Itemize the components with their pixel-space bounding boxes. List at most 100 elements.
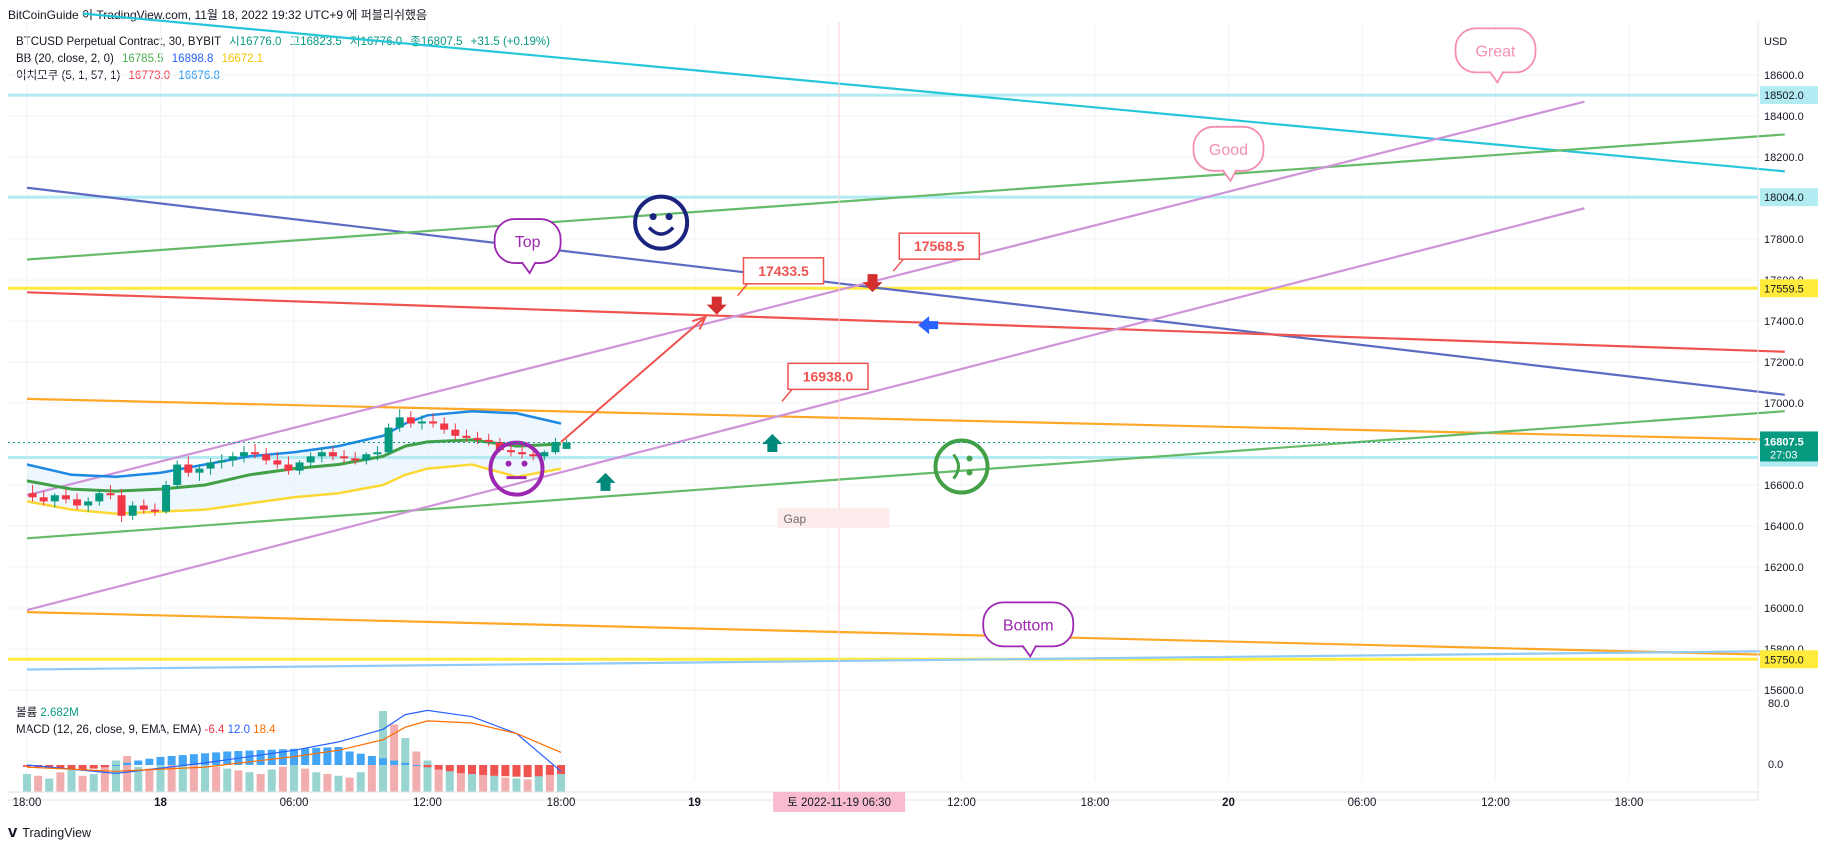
up-arrow-icon [595, 472, 616, 491]
candle-body [84, 501, 93, 506]
candle-body [562, 442, 571, 449]
macd-histogram-bar [557, 765, 565, 774]
price-tick-label: 17800.0 [1764, 234, 1804, 246]
down-arrow-icon [706, 296, 727, 315]
ichimoku-value-1: 16773.0 [128, 70, 171, 82]
volume-bar [56, 772, 65, 792]
candle-body [61, 495, 70, 500]
time-tick-label: 12:00 [413, 797, 442, 809]
candle-body [73, 499, 82, 506]
trend-line [26, 291, 1785, 353]
volume-bar [290, 765, 298, 792]
smiley-face [933, 438, 990, 495]
candle-body [540, 452, 549, 457]
macd-histogram-bar [123, 762, 132, 765]
time-tick-label: 18:00 [1615, 797, 1644, 809]
volume-bar [523, 779, 532, 792]
macd-tick-label: 0.0 [1768, 759, 1783, 771]
currency-label: USD [1764, 36, 1787, 48]
candle-body [273, 460, 282, 465]
macd-line [26, 709, 562, 775]
candle-body [451, 429, 460, 436]
volume-bar [189, 761, 198, 792]
symbol-legend-row: BTCUSD Perpetual Contract, 30, BYBIT 시16… [16, 34, 550, 51]
candle-body [495, 441, 504, 451]
volume-bar [234, 770, 243, 792]
macd-line-value: 12.0 [227, 724, 250, 736]
price-level-tag-label: 18502.0 [1764, 90, 1804, 102]
time-tick-label: 20 [1222, 797, 1235, 809]
smiley-mouth [952, 453, 960, 480]
time-tick-label: 18:00 [547, 797, 576, 809]
callout-label: Bottom [1003, 617, 1054, 634]
up-arrow-icon [762, 433, 783, 452]
candle-body [162, 485, 171, 512]
macd-histogram-bar [145, 758, 154, 765]
macd-histogram-bar [545, 765, 554, 775]
symbol-name: BTCUSD Perpetual Contract, 30, BYBIT [16, 36, 221, 48]
bb-legend-row[interactable]: BB (20, close, 2, 0) 16785.5 16898.8 166… [16, 51, 550, 68]
macd-legend-row[interactable]: MACD (12, 26, close, 9, EMA, EMA) -6.4 1… [16, 722, 276, 739]
volume-bar [245, 772, 254, 792]
macd-histogram-bar [89, 765, 98, 769]
ichimoku-legend-row[interactable]: 이치모쿠 (5, 1, 57, 1) 16773.0 16676.8 [16, 68, 550, 85]
bb-lower-value: 16672.1 [221, 53, 264, 65]
candle-body [173, 464, 182, 485]
last-price-tag [1760, 431, 1818, 462]
macd-histogram-bar [23, 765, 31, 767]
macd-histogram-bar [390, 760, 399, 765]
macd-histogram-bar [423, 765, 432, 768]
price-tick-label: 16600.0 [1764, 480, 1804, 492]
candle-body [306, 456, 315, 463]
volume-bar [301, 768, 310, 792]
trend-line [26, 133, 1785, 261]
volume-bar [323, 774, 332, 792]
macd-histogram-bar [267, 749, 276, 765]
volume-bar [78, 775, 87, 792]
macd-histogram-bar [245, 750, 254, 765]
macd-histogram-bar [278, 749, 287, 765]
volume-bar [145, 768, 154, 792]
candle-body [551, 441, 560, 453]
candles [28, 409, 571, 522]
volume-bar [112, 760, 120, 792]
candle-body [106, 493, 115, 496]
volume-bar [512, 778, 521, 792]
price-axis[interactable]: USD15600.015800.016000.016200.016400.016… [8, 22, 1818, 800]
drawn-arrow-head [691, 315, 708, 330]
time-axis[interactable]: 18:00 18 06:00 12:00 18:00 19 06:00 12:00 18:00 2… [8, 791, 1758, 812]
time-tick-label: 18:00 [13, 797, 42, 809]
volume-bar [445, 766, 454, 792]
volume-bar [256, 774, 265, 792]
volume-bar [278, 766, 287, 792]
time-tick-label: 06:00 [280, 797, 309, 809]
volume-bar [23, 774, 31, 792]
publish-credit: BitCoinGuide 이 TradingView.com, 11월 18, … [8, 8, 427, 22]
macd-histogram-bar [401, 762, 410, 765]
macd-histogram-bar [212, 752, 221, 765]
price-level-tag [1760, 86, 1818, 105]
trend-line [26, 186, 1785, 396]
candle-body [262, 454, 271, 461]
candle-body [217, 460, 226, 463]
macd-histogram-bar [534, 765, 543, 777]
volume-bar [100, 765, 109, 792]
smiley-mouth [647, 226, 675, 236]
price-callout: 17433.5 [736, 257, 825, 297]
macd-histogram-bar [323, 747, 332, 765]
macd-histogram-bar [78, 765, 87, 771]
smiley-happy-icon [633, 194, 690, 251]
callout-bubble: Bottom [982, 601, 1075, 659]
macd-histogram-bar [523, 765, 532, 778]
left-arrow-icon [918, 316, 939, 335]
footer[interactable]: ᐯ TradingView [8, 826, 91, 840]
volume-bar [156, 765, 165, 792]
callout-tail [520, 261, 537, 275]
macd-histogram-bar [434, 765, 443, 770]
callout-bubble: Great [1454, 27, 1537, 85]
price-tick-label: 18400.0 [1764, 111, 1804, 123]
price-level-tag [1760, 279, 1818, 298]
macd-signal-line [26, 720, 562, 772]
macd-histogram-bar [468, 765, 476, 774]
